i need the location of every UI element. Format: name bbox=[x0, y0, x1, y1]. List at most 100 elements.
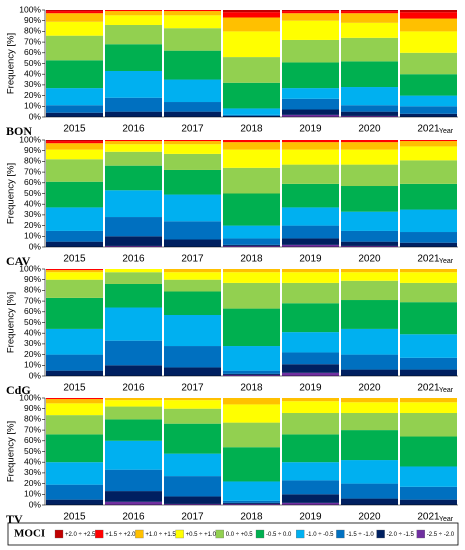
bar-segment bbox=[46, 398, 103, 400]
bar-segment bbox=[105, 245, 162, 247]
bar-segment bbox=[164, 272, 221, 280]
bar-segment bbox=[46, 140, 103, 142]
bar-segment bbox=[282, 207, 339, 226]
x-tick-label: 2017 bbox=[181, 124, 204, 135]
bar-segment bbox=[164, 79, 221, 103]
x-tick-label: 2019 bbox=[299, 383, 322, 394]
bar-segment bbox=[282, 494, 339, 503]
legend-swatch bbox=[336, 529, 345, 539]
bar-segment bbox=[341, 186, 398, 212]
bar-segment bbox=[46, 13, 103, 22]
bar-segment bbox=[341, 328, 398, 355]
bar-segment bbox=[46, 279, 103, 298]
bar-segment bbox=[105, 469, 162, 492]
bar-segment bbox=[46, 270, 103, 273]
bar-segment bbox=[282, 372, 339, 376]
y-tick-label: 60% bbox=[24, 177, 41, 187]
bar-segment bbox=[164, 102, 221, 112]
bar-segment bbox=[400, 183, 457, 210]
bar-segment bbox=[400, 113, 457, 117]
legend-swatch bbox=[95, 529, 104, 539]
bar-segment bbox=[105, 141, 162, 145]
bar-segment bbox=[164, 346, 221, 368]
bar-segment bbox=[46, 354, 103, 371]
bar-segment bbox=[46, 141, 103, 144]
x-tick-label: 2020 bbox=[358, 383, 381, 394]
bar-segment bbox=[341, 164, 398, 187]
legend-swatch bbox=[416, 529, 425, 539]
x-tick-label: 2019 bbox=[299, 254, 322, 265]
bar-segment bbox=[164, 423, 221, 454]
x-tick-label: 2017 bbox=[181, 254, 204, 265]
bar-segment bbox=[341, 10, 398, 12]
bar-segment bbox=[341, 142, 398, 150]
bar-segment bbox=[223, 346, 280, 371]
bar-segment bbox=[46, 207, 103, 231]
bar-segment bbox=[341, 149, 398, 165]
y-tick-label: 70% bbox=[24, 424, 41, 434]
bar-segment bbox=[105, 217, 162, 237]
y-tick-label: 90% bbox=[24, 145, 41, 155]
bar-segment bbox=[341, 498, 398, 505]
y-tick-label: 20% bbox=[24, 478, 41, 488]
y-tick-label: 0% bbox=[29, 499, 42, 509]
bar-segment bbox=[223, 167, 280, 194]
legend-label: 0.0 ÷ +0.5 bbox=[226, 532, 253, 538]
y-tick-label: 10% bbox=[24, 231, 41, 241]
bar-segment bbox=[282, 282, 339, 304]
bar-segment bbox=[164, 496, 221, 504]
x-axis-label: Year bbox=[439, 128, 454, 135]
bar-segment bbox=[46, 149, 103, 160]
bar-segment bbox=[164, 194, 221, 222]
bar-segment bbox=[341, 460, 398, 484]
bar-segment bbox=[164, 315, 221, 347]
bar-segment bbox=[105, 111, 162, 117]
bar-segment bbox=[164, 400, 221, 409]
bar-segment bbox=[341, 369, 398, 376]
y-tick-label: 50% bbox=[24, 58, 41, 68]
x-tick-label: 2016 bbox=[122, 512, 145, 523]
bar-segment bbox=[105, 97, 162, 112]
bar-segment bbox=[105, 70, 162, 98]
bar-segment bbox=[164, 111, 221, 117]
bar-segment bbox=[46, 35, 103, 61]
y-tick-label: 40% bbox=[24, 327, 41, 337]
bar-segment bbox=[46, 415, 103, 435]
bar-segment bbox=[164, 398, 221, 401]
bar-segment bbox=[400, 242, 457, 247]
bar-segment bbox=[105, 406, 162, 420]
bar-segment bbox=[164, 221, 221, 240]
bar-segment bbox=[341, 111, 398, 116]
bar-segment bbox=[282, 238, 339, 245]
bar-segment bbox=[223, 374, 280, 376]
bar-segment bbox=[164, 453, 221, 477]
bar-segment bbox=[341, 211, 398, 231]
bar-segment bbox=[164, 11, 221, 16]
bar-segment bbox=[105, 24, 162, 45]
bar-segment bbox=[223, 12, 280, 18]
bar-segment bbox=[223, 282, 280, 309]
y-tick-label: 90% bbox=[24, 274, 41, 284]
bar-segment bbox=[400, 402, 457, 413]
y-tick-label: 100% bbox=[19, 263, 41, 273]
x-tick-label: 2020 bbox=[358, 512, 381, 523]
bar-segment bbox=[105, 190, 162, 218]
bar-segment bbox=[164, 50, 221, 80]
y-tick-label: 50% bbox=[24, 446, 41, 456]
bar-segment bbox=[46, 484, 103, 500]
bar-segment bbox=[105, 400, 162, 407]
y-tick-label: 70% bbox=[24, 36, 41, 46]
bar-segment bbox=[46, 462, 103, 485]
y-tick-label: 20% bbox=[24, 220, 41, 230]
bar-segment bbox=[400, 302, 457, 335]
bar-segment bbox=[164, 141, 221, 145]
x-axis-label: Year bbox=[439, 516, 454, 523]
bar-segment bbox=[282, 269, 339, 273]
bar-segment bbox=[223, 142, 280, 150]
bar-segment bbox=[46, 143, 103, 150]
bar-segment bbox=[46, 88, 103, 106]
bar-segment bbox=[105, 307, 162, 341]
bar-segment bbox=[223, 269, 280, 273]
bar-segment bbox=[282, 412, 339, 435]
bar-segment bbox=[105, 10, 162, 12]
